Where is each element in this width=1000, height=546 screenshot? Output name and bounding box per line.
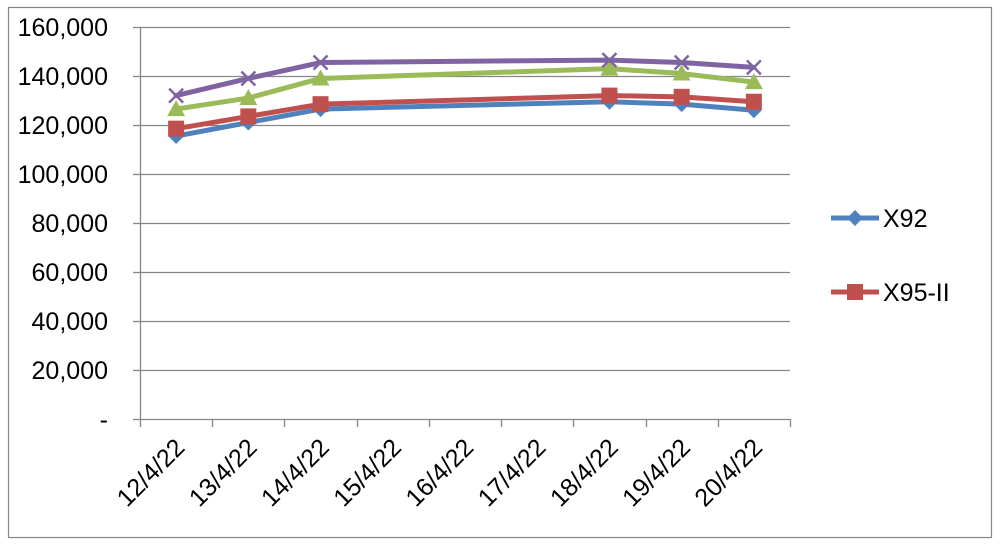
x95-ii-line bbox=[173, 93, 757, 132]
plot-series bbox=[167, 52, 763, 145]
y-tick-label: 100,000 bbox=[18, 161, 108, 189]
y-axis: - 20,000 40,000 60,000 80,000 100,000 120,000 1… bbox=[18, 14, 142, 434]
legend-marker bbox=[847, 210, 863, 226]
series-3-line bbox=[173, 66, 757, 112]
series-4-line bbox=[173, 57, 757, 99]
x95-ii-marker bbox=[312, 96, 329, 113]
y-tick-label: 60,000 bbox=[32, 259, 108, 287]
y-tick-label: 120,000 bbox=[18, 112, 108, 140]
series-4-series bbox=[168, 52, 762, 104]
y-tick-label: 160,000 bbox=[18, 14, 108, 42]
series-4-marker bbox=[673, 54, 690, 71]
series-3-marker bbox=[167, 100, 186, 117]
x92-line bbox=[173, 99, 757, 139]
y-tick-label: 140,000 bbox=[18, 63, 108, 91]
series-4-marker bbox=[312, 54, 329, 71]
x95-ii-marker bbox=[601, 87, 618, 104]
series-3-marker bbox=[744, 73, 763, 90]
series-3-marker bbox=[600, 59, 619, 76]
y-tick-label: 80,000 bbox=[32, 210, 108, 238]
legend-marker bbox=[847, 284, 863, 300]
series-3-marker bbox=[239, 89, 258, 106]
series-4-marker bbox=[601, 52, 618, 68]
legend-item-x92: X92 bbox=[831, 205, 927, 233]
legend-label: X95-II bbox=[883, 279, 950, 307]
series-3-marker bbox=[311, 69, 330, 86]
legend-item-x95-ii: X95-II bbox=[831, 279, 950, 307]
y-tick-label: 20,000 bbox=[32, 357, 108, 385]
legend: X92 X95-II bbox=[831, 205, 950, 307]
y-tick-label: 40,000 bbox=[32, 308, 108, 336]
x95-ii-marker bbox=[168, 120, 185, 137]
x95-ii-marker bbox=[745, 93, 762, 110]
series-4-marker bbox=[746, 59, 762, 76]
series-4-marker bbox=[168, 87, 184, 104]
series-3-series bbox=[167, 59, 763, 117]
series-4-marker bbox=[240, 70, 257, 87]
x95-ii-marker bbox=[673, 88, 690, 105]
legend-label: X92 bbox=[883, 205, 927, 233]
y-tick-label: - bbox=[100, 406, 108, 434]
series-3-marker bbox=[672, 64, 691, 81]
x95-ii-series bbox=[168, 87, 762, 137]
x95-ii-marker bbox=[240, 108, 257, 125]
